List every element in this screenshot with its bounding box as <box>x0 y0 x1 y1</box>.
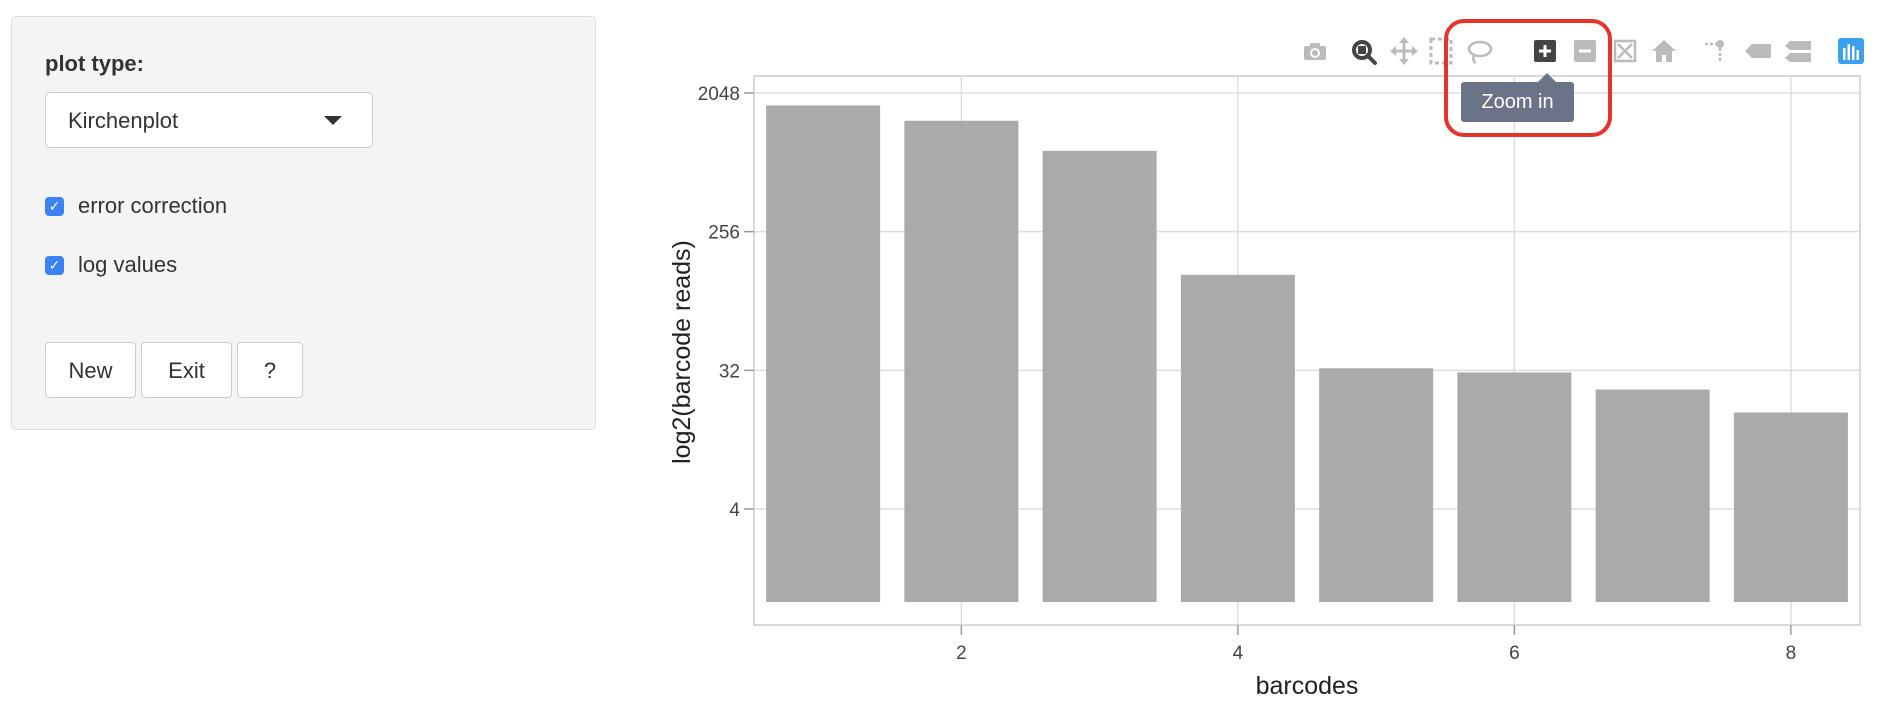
pan-icon[interactable] <box>1389 34 1419 68</box>
y-axis-title: log2(barcode reads) <box>668 240 696 464</box>
hover-compare-icon[interactable] <box>1783 34 1813 68</box>
x-tick-label: 6 <box>1509 643 1520 664</box>
help-button[interactable]: ? <box>237 342 303 398</box>
camera-icon[interactable] <box>1300 34 1330 68</box>
new-button[interactable]: New <box>45 342 136 398</box>
plotly-logo-icon[interactable] <box>1836 34 1866 68</box>
bar <box>1042 150 1157 602</box>
x-tick-label: 4 <box>1233 643 1244 664</box>
bar <box>1457 372 1572 602</box>
zoom-in-icon[interactable] <box>1530 34 1560 68</box>
error-correction-label: error correction <box>78 193 228 218</box>
bar <box>1595 389 1710 602</box>
bar <box>1733 412 1848 602</box>
log-values-label: log values <box>78 252 178 277</box>
tooltip-arrow <box>1538 73 1556 82</box>
reset-axes-icon[interactable] <box>1649 34 1679 68</box>
autoscale-icon[interactable] <box>1610 34 1640 68</box>
bar <box>766 105 881 602</box>
error-correction-checkbox[interactable]: ✓ <box>45 197 64 216</box>
exit-button[interactable]: Exit <box>141 342 232 398</box>
spike-lines-icon[interactable] <box>1700 34 1730 68</box>
x-tick-label: 8 <box>1786 643 1797 664</box>
bar <box>904 120 1019 602</box>
plot-type-select[interactable]: Kirchenplot <box>45 92 373 148</box>
control-panel: plot type: Kirchenplot ✓ error correctio… <box>11 16 596 430</box>
y-tick-label: 32 <box>719 361 740 382</box>
y-tick-label: 4 <box>729 500 740 521</box>
highlight-box <box>1444 19 1612 137</box>
box-select-icon[interactable] <box>1426 34 1456 68</box>
bar <box>1319 368 1434 602</box>
chevron-down-icon <box>324 116 342 125</box>
bar <box>1180 274 1295 602</box>
plot-type-label: plot type: <box>45 51 144 76</box>
zoom-icon[interactable] <box>1349 34 1379 68</box>
hover-closest-icon[interactable] <box>1743 34 1773 68</box>
zoom-out-icon[interactable] <box>1570 34 1600 68</box>
x-axis-title: barcodes <box>1256 672 1359 700</box>
plot-type-selected-value: Kirchenplot <box>68 108 179 133</box>
zoom-in-tooltip: Zoom in <box>1461 82 1574 122</box>
log-values-checkbox[interactable]: ✓ <box>45 256 64 275</box>
lasso-select-icon[interactable] <box>1465 34 1495 68</box>
x-tick-label: 2 <box>956 643 967 664</box>
y-tick-label: 256 <box>708 223 740 244</box>
y-tick-label: 2048 <box>698 84 740 105</box>
